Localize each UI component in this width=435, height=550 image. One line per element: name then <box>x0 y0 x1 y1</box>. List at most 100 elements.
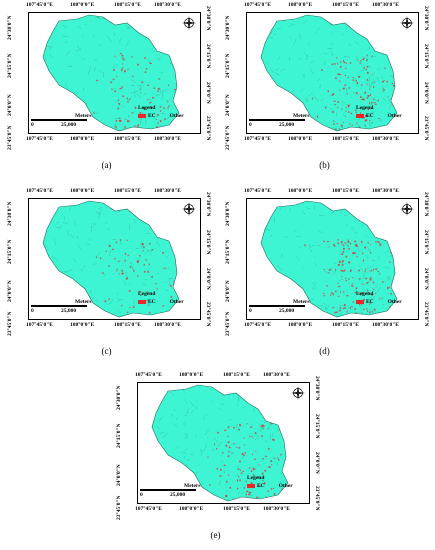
ec-patch <box>150 62 152 64</box>
ec-patch <box>362 283 364 285</box>
ec-patch <box>333 244 336 247</box>
ec-patch <box>373 268 375 271</box>
ec-patch <box>121 54 124 57</box>
other-landcover-area <box>260 14 398 132</box>
latitude-tick-label: 24°30'0"N <box>423 6 429 31</box>
ec-patch <box>248 491 250 493</box>
latitude-tick-label: 24°15'0"N <box>7 53 13 78</box>
legend-swatch <box>138 299 146 304</box>
ec-patch <box>371 122 373 124</box>
scale-unit-label: Meters <box>293 299 310 305</box>
ec-patch <box>277 497 279 499</box>
ec-patch <box>137 124 139 127</box>
latitude-tick-label: 24°30'0"N <box>205 192 211 217</box>
latitude-tick-label: 24°30'0"N <box>7 201 13 226</box>
ec-patch <box>121 86 123 89</box>
latitude-tick-label: 23°45'0"N <box>225 311 231 336</box>
ec-patch <box>348 248 350 250</box>
ec-patch <box>121 269 123 272</box>
ec-patch <box>352 77 354 79</box>
panel-caption: (e) <box>210 530 221 540</box>
ec-patch <box>141 112 143 114</box>
ec-patch <box>227 426 230 428</box>
scale-start-label: 0 <box>249 308 252 314</box>
ec-patch <box>363 57 365 59</box>
ec-patch <box>364 268 367 270</box>
ec-patch <box>148 243 151 245</box>
ec-patch <box>141 242 144 245</box>
ec-patch <box>339 89 341 91</box>
ec-patch <box>328 269 331 271</box>
ec-patch <box>389 305 391 307</box>
ec-patch <box>366 289 369 291</box>
ec-patch <box>340 291 342 293</box>
legend-item-label: EC <box>366 113 374 119</box>
ec-patch <box>262 458 264 460</box>
ec-patch <box>361 84 363 86</box>
ec-patch <box>382 80 384 83</box>
ec-patch <box>151 249 153 251</box>
ec-patch <box>131 56 133 58</box>
ec-patch <box>156 119 157 121</box>
ec-patch <box>219 475 222 477</box>
ec-patch <box>355 287 358 290</box>
ec-patch <box>366 65 369 68</box>
ec-patch <box>105 250 107 252</box>
ec-patch <box>121 304 123 307</box>
ec-patch <box>375 128 377 131</box>
ec-patch <box>343 291 345 293</box>
ec-patch <box>132 75 134 77</box>
scale-distance-label: 25,000 <box>61 122 77 128</box>
ec-patch <box>336 57 338 59</box>
ec-patch <box>369 85 371 87</box>
ec-patch <box>346 63 347 64</box>
ec-patch <box>125 278 128 280</box>
ec-patch <box>388 276 390 278</box>
longitude-tick-label: 108°0'0"E <box>70 188 95 194</box>
ec-patch <box>219 468 222 471</box>
ec-patch <box>270 423 273 425</box>
latitude-tick-label: 24°15'0"N <box>314 414 320 439</box>
scale-distance-label: 25,000 <box>61 308 77 314</box>
ec-patch <box>383 88 385 91</box>
ec-patch <box>366 59 368 62</box>
ec-patch <box>341 243 343 245</box>
ec-patch <box>362 308 365 310</box>
longitude-tick-label: 108°0'0"E <box>288 188 313 194</box>
ec-patch <box>159 120 162 123</box>
longitude-tick-label: 108°0'0"E <box>288 322 313 328</box>
ec-patch <box>347 105 350 108</box>
ec-patch <box>108 265 110 267</box>
ec-patch <box>355 243 358 246</box>
longitude-tick-label: 108°15'0"E <box>114 188 141 194</box>
ec-patch <box>351 305 353 308</box>
ec-patch <box>136 126 139 128</box>
north-arrow-icon <box>400 16 414 30</box>
ec-patch <box>358 126 361 129</box>
ec-patch <box>264 469 267 472</box>
ec-patch <box>137 275 139 277</box>
ec-patch <box>343 59 345 62</box>
ec-patch <box>225 494 228 497</box>
ec-patch <box>253 468 255 471</box>
ec-patch <box>236 446 238 448</box>
ec-patch <box>252 437 254 439</box>
ec-patch <box>224 429 227 432</box>
ec-patch <box>251 435 253 437</box>
ec-patch <box>373 260 374 261</box>
longitude-tick-label: 107°45'0"E <box>26 2 53 8</box>
ec-patch <box>115 119 118 122</box>
ec-patch <box>335 128 337 131</box>
region-map <box>42 14 180 132</box>
ec-patch <box>245 480 247 483</box>
latitude-tick-label: 24°30'0"N <box>116 385 122 410</box>
ec-patch <box>270 460 273 462</box>
ec-patch <box>367 291 369 294</box>
latitude-tick-label: 23°45'0"N <box>7 311 13 336</box>
ec-patch <box>337 282 339 284</box>
latitude-tick-label: 23°45'0"N <box>225 125 231 150</box>
latitude-tick-label: 23°45'0"N <box>7 125 13 150</box>
ec-patch <box>243 444 246 446</box>
ec-patch <box>113 69 115 71</box>
longitude-tick-label: 108°30'0"E <box>263 372 290 378</box>
